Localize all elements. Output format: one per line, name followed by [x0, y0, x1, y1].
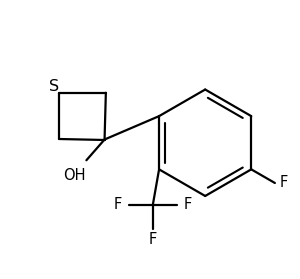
Text: F: F: [149, 232, 157, 247]
Text: S: S: [49, 79, 59, 94]
Text: F: F: [280, 175, 288, 191]
Text: F: F: [114, 197, 122, 212]
Text: OH: OH: [63, 168, 86, 183]
Text: F: F: [184, 197, 192, 212]
